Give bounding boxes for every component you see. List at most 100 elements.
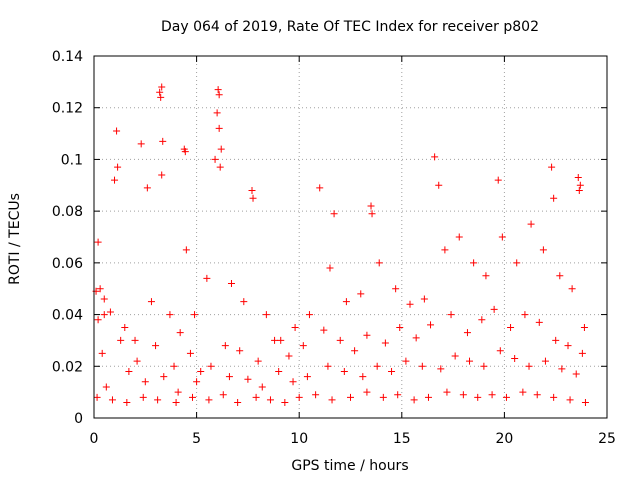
x-tick-label: 10 <box>290 431 308 447</box>
data-point <box>172 398 180 406</box>
data-point <box>188 393 196 401</box>
data-point <box>123 398 131 406</box>
data-point <box>111 176 119 184</box>
data-point <box>320 326 328 334</box>
y-tick-label: 0.06 <box>52 256 83 272</box>
data-point <box>367 202 375 210</box>
data-point <box>564 342 572 350</box>
data-point <box>275 367 283 375</box>
data-point <box>258 383 266 391</box>
data-point <box>96 285 104 293</box>
data-point <box>133 357 141 365</box>
y-tick-label: 0.14 <box>52 49 83 65</box>
x-tick-label: 20 <box>495 431 513 447</box>
data-point <box>441 246 449 254</box>
data-point <box>388 367 396 375</box>
data-point <box>347 393 354 401</box>
data-point <box>392 285 400 293</box>
data-point <box>125 367 133 375</box>
data-point <box>330 210 338 218</box>
data-point <box>496 347 504 355</box>
data-point <box>548 163 556 171</box>
data-point <box>271 336 279 344</box>
data-point <box>207 362 215 370</box>
data-point <box>410 396 418 404</box>
data-point <box>305 311 313 319</box>
data-point <box>285 352 293 360</box>
data-point <box>340 367 348 375</box>
y-tick-label: 0.02 <box>52 359 83 375</box>
data-point <box>336 336 344 344</box>
data-point <box>248 186 256 194</box>
data-point <box>156 88 164 96</box>
data-point <box>451 352 459 360</box>
data-point <box>381 339 389 347</box>
data-point <box>574 174 582 182</box>
data-point <box>106 308 114 316</box>
data-point <box>482 272 490 280</box>
data-point <box>93 393 101 401</box>
data-point <box>215 91 223 99</box>
y-tick-label: 0 <box>74 411 83 427</box>
data-point <box>576 181 584 189</box>
data-point <box>289 378 297 386</box>
data-point <box>379 393 387 401</box>
data-point <box>488 391 496 399</box>
data-point <box>490 305 498 313</box>
data-point <box>396 324 404 331</box>
data-point <box>94 316 102 324</box>
data-point <box>572 370 580 378</box>
data-point <box>324 362 332 370</box>
data-point <box>342 298 350 306</box>
data-point <box>154 396 162 404</box>
x-tick-label: 5 <box>192 431 201 447</box>
data-point <box>418 362 426 370</box>
data-point <box>152 342 160 350</box>
data-point <box>143 184 151 192</box>
data-point <box>249 194 257 202</box>
data-point <box>474 393 482 401</box>
data-point <box>351 347 359 355</box>
data-point <box>281 398 289 406</box>
data-point <box>158 83 166 91</box>
chart-title: Day 064 of 2019, Rate Of TEC Index for r… <box>161 19 539 35</box>
y-axis-label: ROTI / TECUs <box>7 193 23 285</box>
data-point <box>252 393 260 401</box>
data-point <box>176 329 184 337</box>
plot-frame <box>93 55 608 419</box>
data-point <box>394 391 402 399</box>
data-point <box>227 280 235 288</box>
data-point <box>216 163 224 171</box>
data-point <box>262 311 270 319</box>
data-point <box>437 365 445 373</box>
x-axis-label: GPS time / hours <box>291 458 408 474</box>
y-tick-label: 0.12 <box>52 101 83 117</box>
data-point <box>373 362 381 370</box>
data-point <box>98 349 106 357</box>
data-point <box>205 396 213 404</box>
data-point <box>558 365 566 373</box>
data-point <box>291 324 299 331</box>
data-point <box>211 155 219 163</box>
data-point <box>539 246 547 254</box>
data-point <box>113 127 121 135</box>
data-point <box>412 334 420 342</box>
data-point <box>166 311 174 319</box>
data-point <box>402 357 410 365</box>
data-point <box>525 362 533 370</box>
data-point <box>191 311 199 319</box>
data-point <box>108 396 116 404</box>
data-point <box>580 324 588 331</box>
data-point <box>277 336 285 344</box>
data-point <box>480 362 488 370</box>
x-tick-label: 25 <box>598 431 616 447</box>
x-tick-label: 0 <box>90 431 99 447</box>
data-point <box>424 393 432 401</box>
data-point <box>225 373 233 381</box>
data-point <box>160 373 168 381</box>
data-point <box>181 148 189 156</box>
data-point <box>159 137 167 145</box>
data-point <box>552 336 560 344</box>
data-point <box>217 145 225 153</box>
